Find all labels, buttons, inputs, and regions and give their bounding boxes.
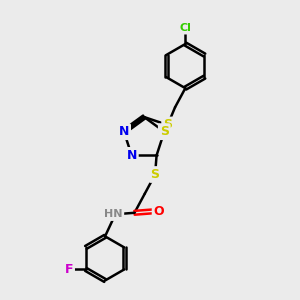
Text: O: O [154,205,164,218]
Text: N: N [127,149,137,162]
Text: N: N [119,125,129,138]
Text: Cl: Cl [179,23,191,33]
Text: HN: HN [104,209,122,219]
Text: S: S [163,118,172,131]
Text: F: F [64,263,73,276]
Text: S: S [151,168,160,181]
Text: S: S [160,125,169,138]
